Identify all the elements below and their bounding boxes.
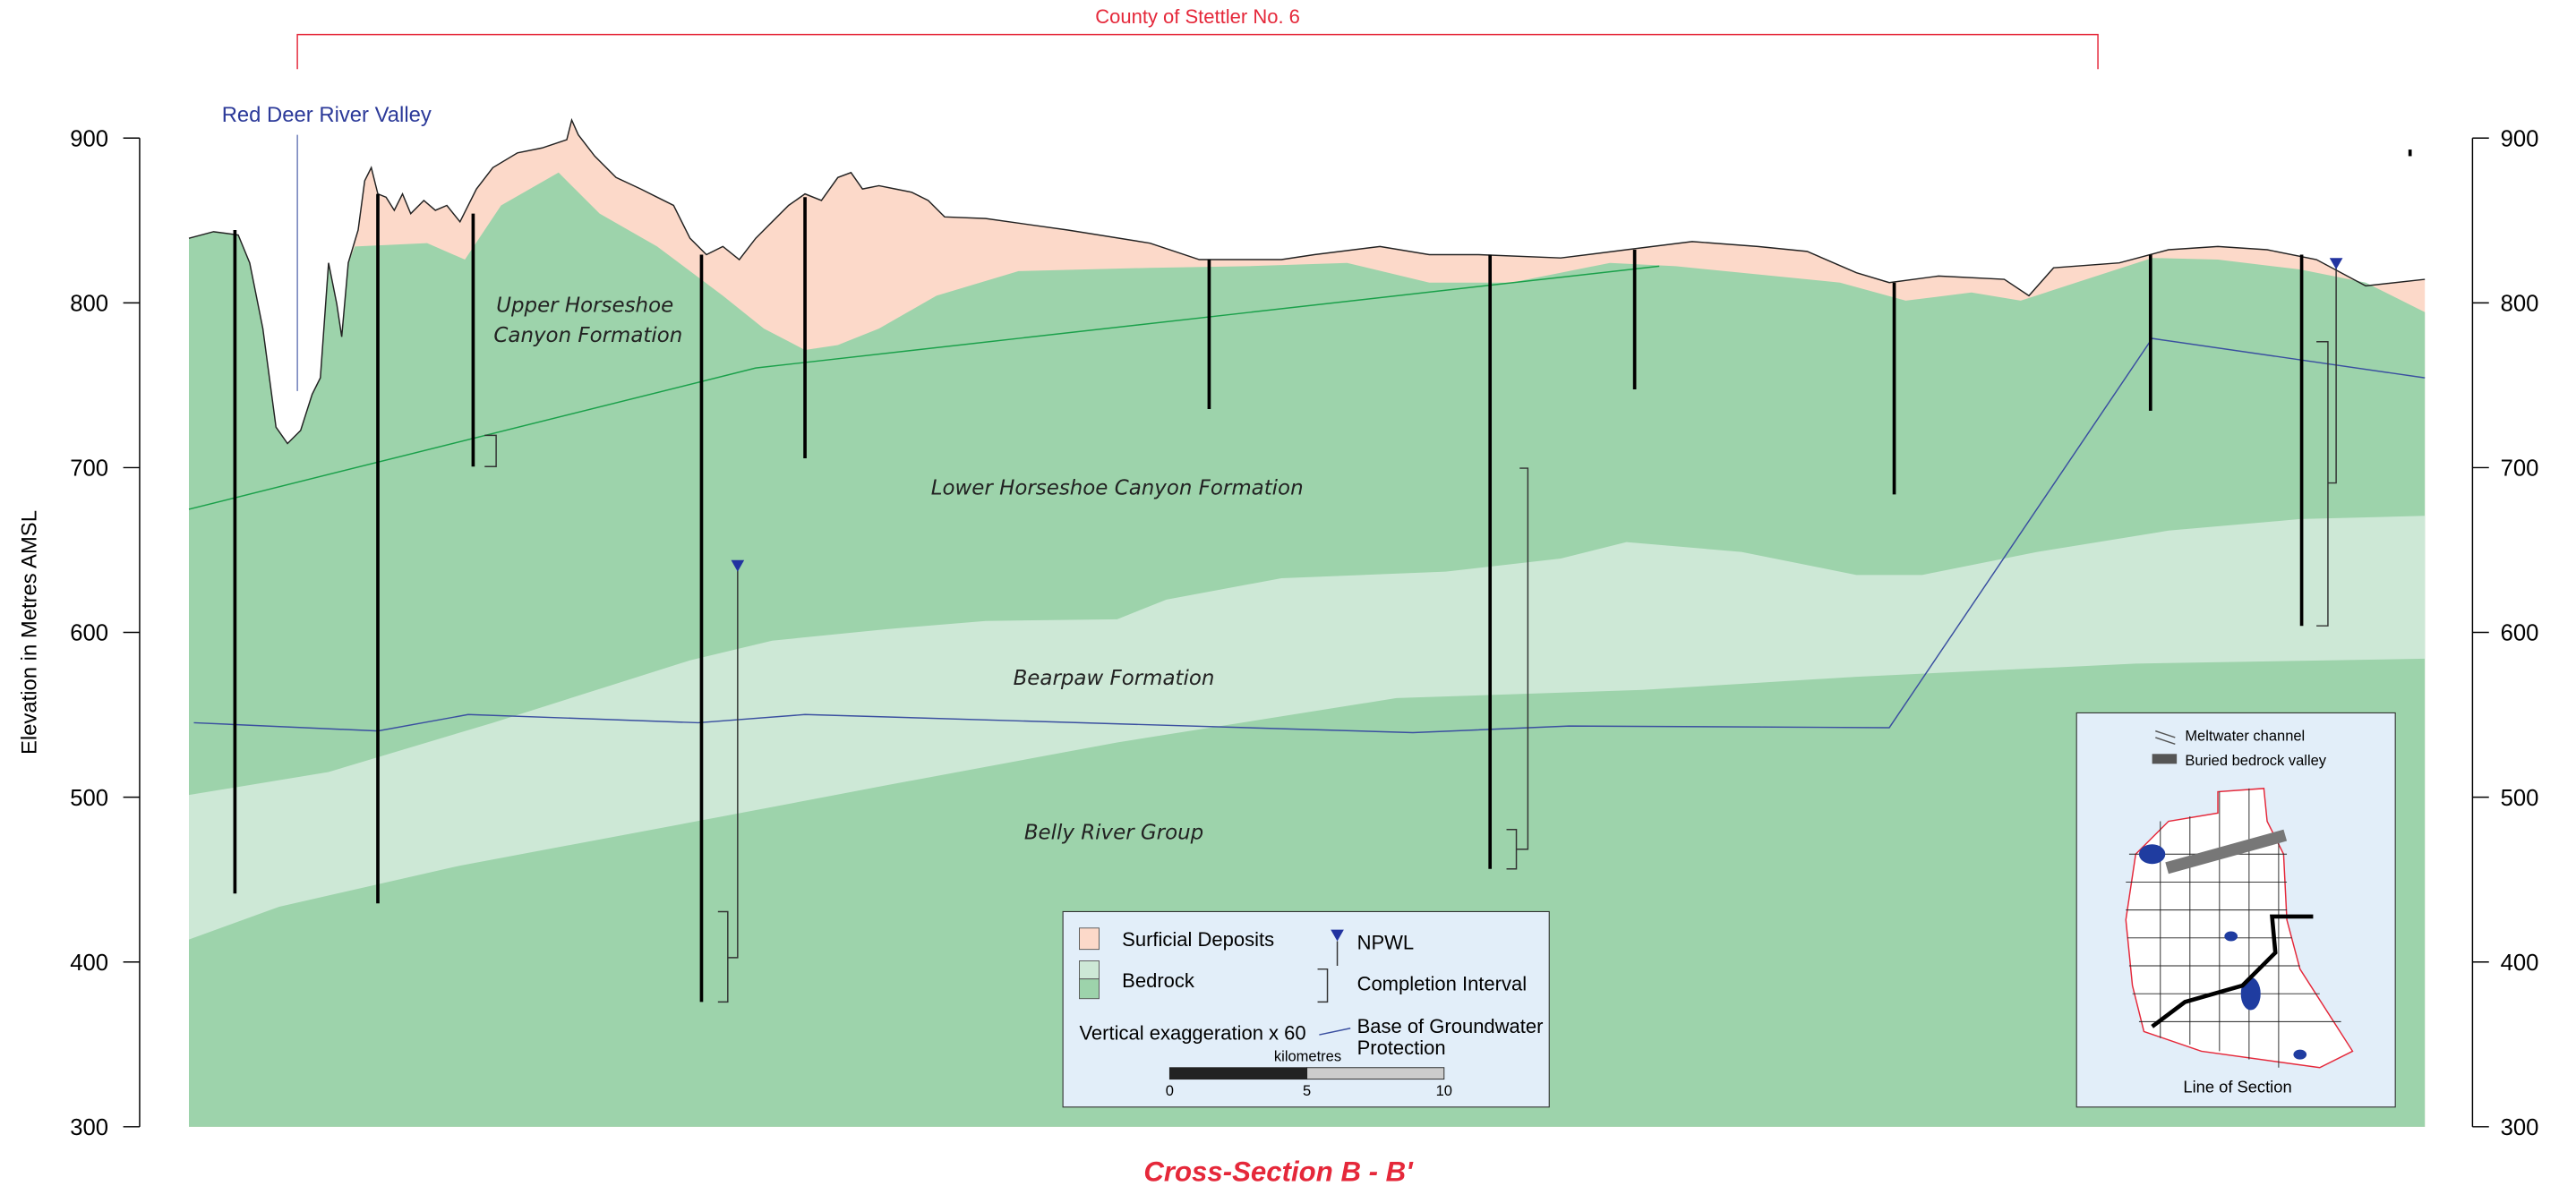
npwl-marker	[731, 559, 745, 572]
inset-legend: Buried bedrock valley	[2185, 753, 2326, 769]
scale-unit: kilometres	[1274, 1048, 1341, 1064]
legend-label: Base of Groundwater	[1357, 1015, 1544, 1037]
tick-label: 700	[2501, 456, 2539, 482]
legend-label: Surficial Deposits	[1122, 928, 1274, 951]
section-title: Cross-Section B - B'	[1143, 1156, 1414, 1186]
ground-surface	[188, 117, 2426, 445]
legend-npwl	[1331, 929, 1344, 942]
lakes	[2138, 844, 2307, 1060]
legend-label: Vertical exaggeration x 60	[1079, 1022, 1305, 1045]
legend-completion	[1317, 968, 1329, 1003]
axis-label: Elevation in Metres AMSL	[17, 510, 41, 755]
valley-label: Red Deer River Valley	[222, 103, 432, 127]
tick-label: 800	[70, 292, 108, 317]
tick-label: 900	[2501, 126, 2539, 151]
legend-swatch	[1079, 927, 1100, 951]
tick-label: 400	[2501, 951, 2539, 976]
legend-swatch	[1079, 960, 1100, 980]
ticks: 300 300 400 400 500 500 600 600 700 700 800 800 900 9…	[70, 126, 2538, 1140]
map-grid	[2126, 788, 2341, 1068]
formation-label: Lower Horseshoe Canyon Formation	[931, 476, 1304, 499]
legend-label: Protection	[1357, 1037, 1446, 1059]
formation-label: Upper Horseshoe	[496, 294, 673, 318]
marker	[2408, 149, 2412, 157]
scale-segment	[1168, 1067, 1308, 1080]
bearpaw-layer	[189, 516, 2426, 940]
legend-base-line	[1319, 1028, 1351, 1036]
tick-label: 800	[2501, 292, 2539, 317]
formation-label: Canyon Formation	[493, 324, 682, 347]
county-title: County of Stettler No. 6	[1095, 5, 1300, 28]
formation-label: Belly River Group	[1024, 822, 1203, 845]
completion-intervals	[484, 262, 2337, 1003]
tick-label: 300	[2501, 1115, 2539, 1140]
tick-label: 600	[2501, 621, 2539, 646]
scale-label: 10	[1436, 1083, 1452, 1099]
npwl-marker	[2329, 258, 2343, 270]
county-bracket	[296, 33, 2099, 70]
tick-label: 300	[70, 1115, 108, 1140]
boreholes	[233, 193, 2304, 1003]
tick-label: 700	[70, 456, 108, 482]
inset-symbol	[2155, 730, 2176, 745]
formation-label: Bearpaw Formation	[1014, 667, 1215, 690]
inset-legend: Meltwater channel	[2185, 729, 2305, 745]
base-groundwater-line	[193, 337, 2426, 734]
scale-label: 0	[1166, 1083, 1174, 1099]
tick-label: 500	[2501, 786, 2539, 811]
inset-caption: Line of Section	[2183, 1077, 2291, 1096]
legend-label: Bedrock	[1122, 969, 1195, 992]
tick-label: 900	[70, 126, 108, 151]
scale-label: 5	[1303, 1083, 1311, 1099]
legend-label: Completion Interval	[1357, 973, 1528, 995]
buried-valley	[2165, 829, 2288, 875]
section-line	[2151, 914, 2314, 1028]
tick-label: 500	[70, 786, 108, 811]
legend-label: NPWL	[1357, 932, 1415, 954]
inset-symbol	[2152, 754, 2178, 764]
tick-label: 400	[70, 951, 108, 976]
scale-bar: 0 5 10	[1166, 1067, 1452, 1099]
legend-swatch	[1079, 978, 1100, 1000]
scale-segment	[1306, 1067, 1445, 1080]
tick-label: 600	[70, 621, 108, 646]
